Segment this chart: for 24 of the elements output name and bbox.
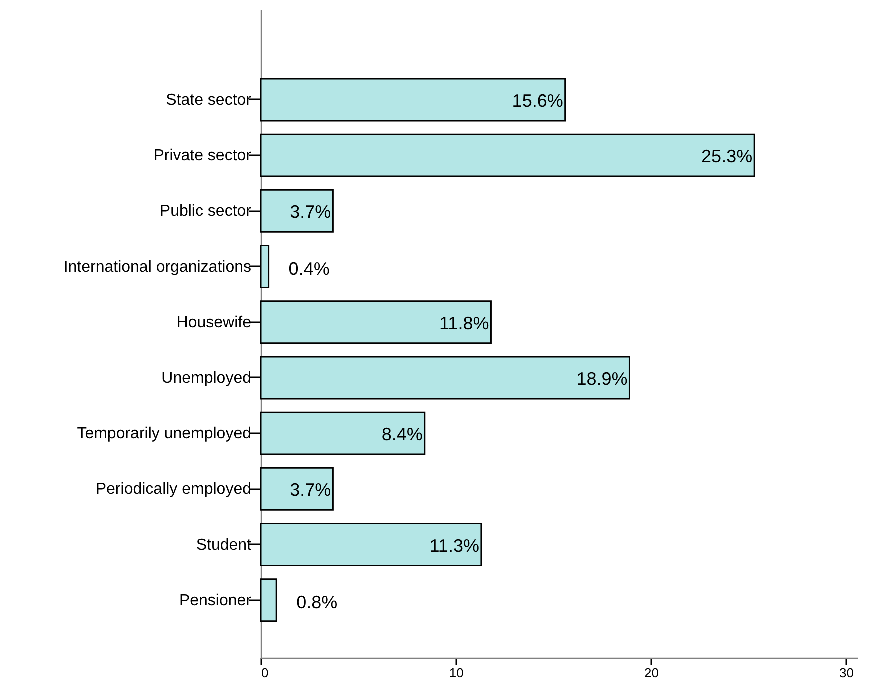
y-tick-label: International organizations (64, 258, 252, 276)
data-label: 18.9% (576, 368, 628, 389)
y-tick-label: Unemployed (162, 370, 252, 387)
y-tick-label: State sector (166, 92, 252, 109)
data-label: 0.4% (288, 258, 330, 279)
x-tick-label: 10 (449, 666, 464, 680)
data-label: 8.4% (382, 424, 423, 445)
x-tick-label: 30 (840, 666, 854, 680)
data-label: 3.7% (290, 202, 332, 222)
x-tick-label: 20 (644, 666, 659, 680)
data-label: 3.7% (290, 480, 332, 500)
y-tick-label: Housewife (176, 314, 252, 332)
data-label: 15.6% (512, 90, 564, 111)
x-tick-label: 0 (262, 666, 269, 680)
y-tick-label: Temporarily unemployed (77, 426, 252, 443)
y-tick-label: Periodically employed (96, 481, 252, 498)
data-label: 11.3% (430, 536, 480, 556)
data-label: 11.8% (440, 313, 490, 334)
y-tick-label: Student (196, 536, 252, 554)
y-tick-label: Pensioner (179, 592, 252, 610)
y-tick-label: Private sector (154, 148, 252, 165)
data-label: 0.8% (296, 592, 338, 612)
data-label: 25.3% (702, 146, 753, 167)
y-tick-label: Public sector (160, 203, 252, 220)
